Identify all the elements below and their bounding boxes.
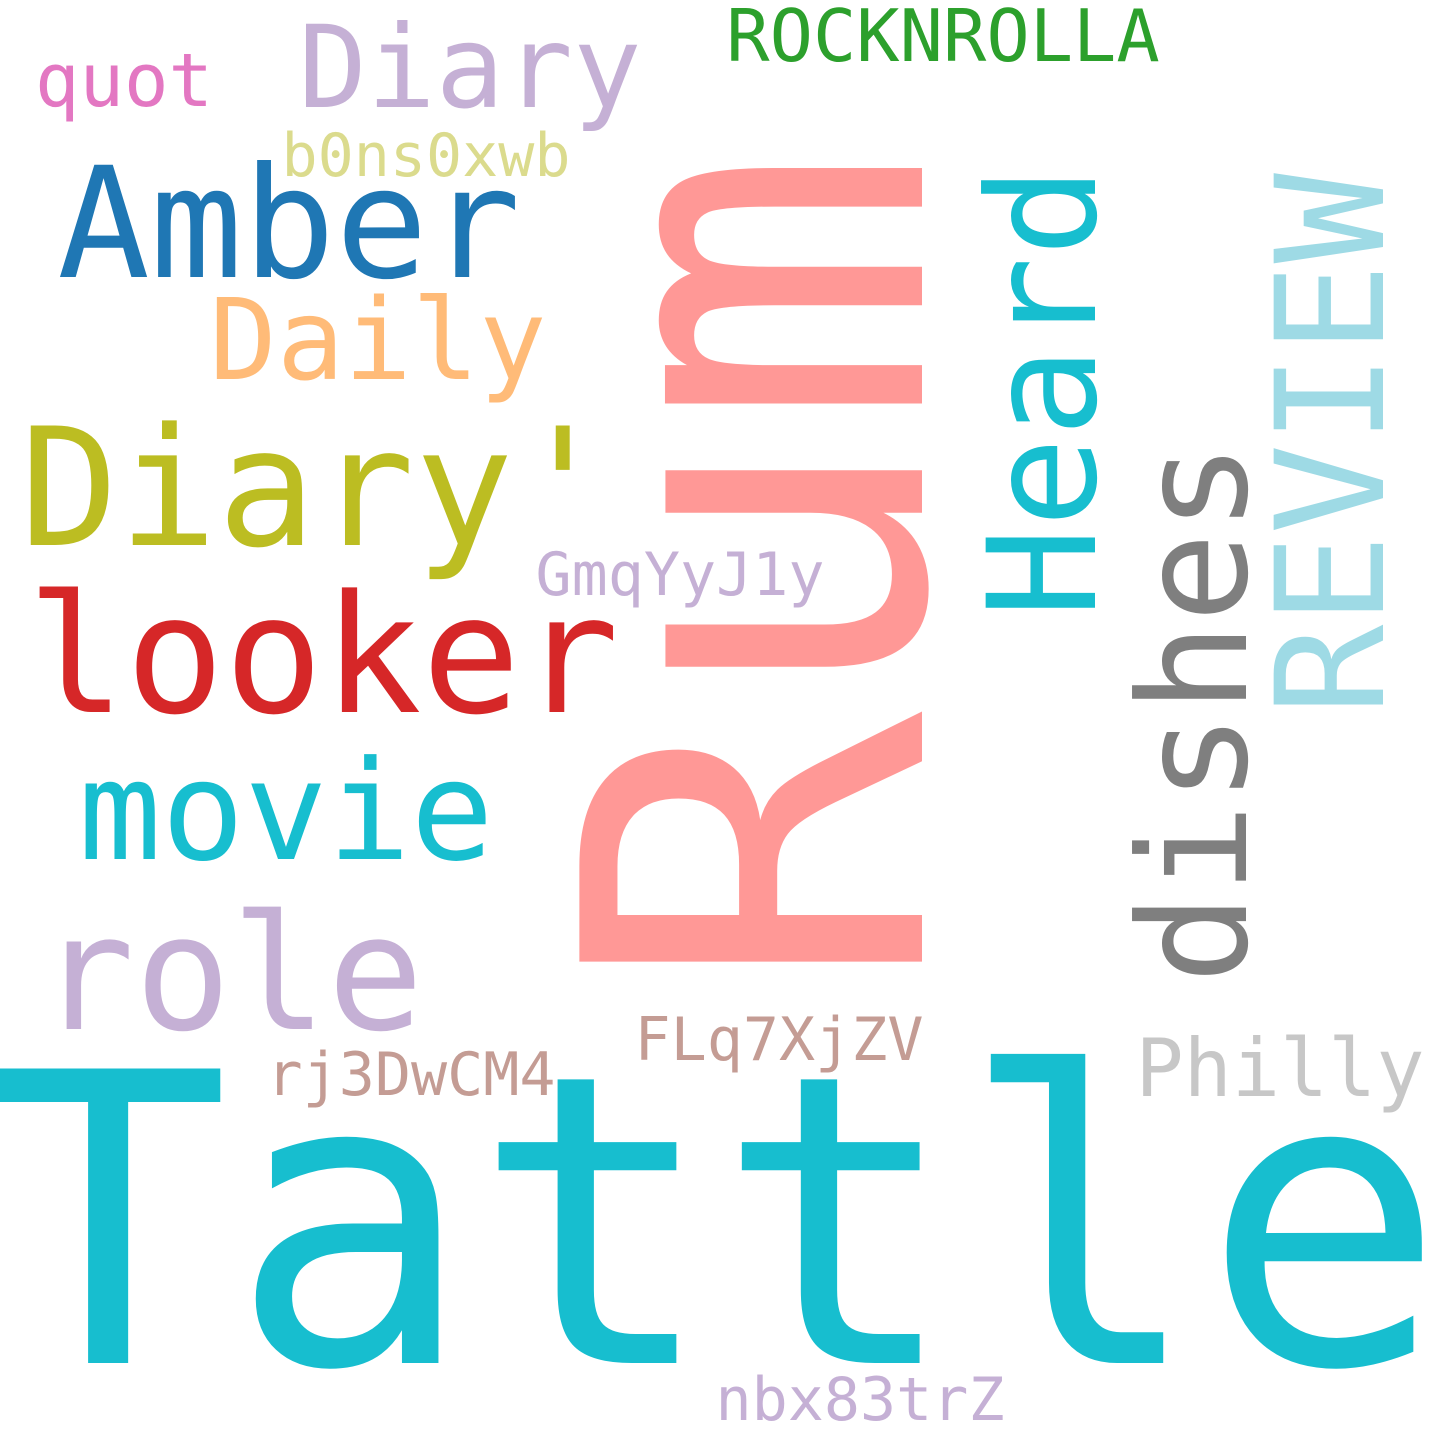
word-heard: Heard [957,166,1131,618]
word-gmqyyj1y: GmqYyJ1y [535,540,825,610]
word-rj3dwcm4: rj3DwCM4 [266,1040,556,1110]
word-rocknrolla: ROCKNROLLA [726,0,1160,78]
word-review: REVIEW [1245,173,1419,715]
word-tattle: Tattle [0,989,1440,1440]
word-daily: Daily [209,276,547,406]
word-role: role [38,880,424,1067]
word-philly: Philly [1135,1022,1425,1115]
word-diary-quote: Diary' [19,393,613,584]
word-quot: quot [34,38,214,124]
word-looker: looker [26,560,620,751]
word-flq7xjzv: FLq7XjZV [634,1005,924,1075]
word-nbx83trz: nbx83trZ [715,1365,1005,1435]
word-b0ns0xwb: b0ns0xwb [281,121,571,191]
word-amber: Amber [57,135,521,314]
word-diary: Diary [298,1,642,134]
word-movie: movie [78,731,494,892]
